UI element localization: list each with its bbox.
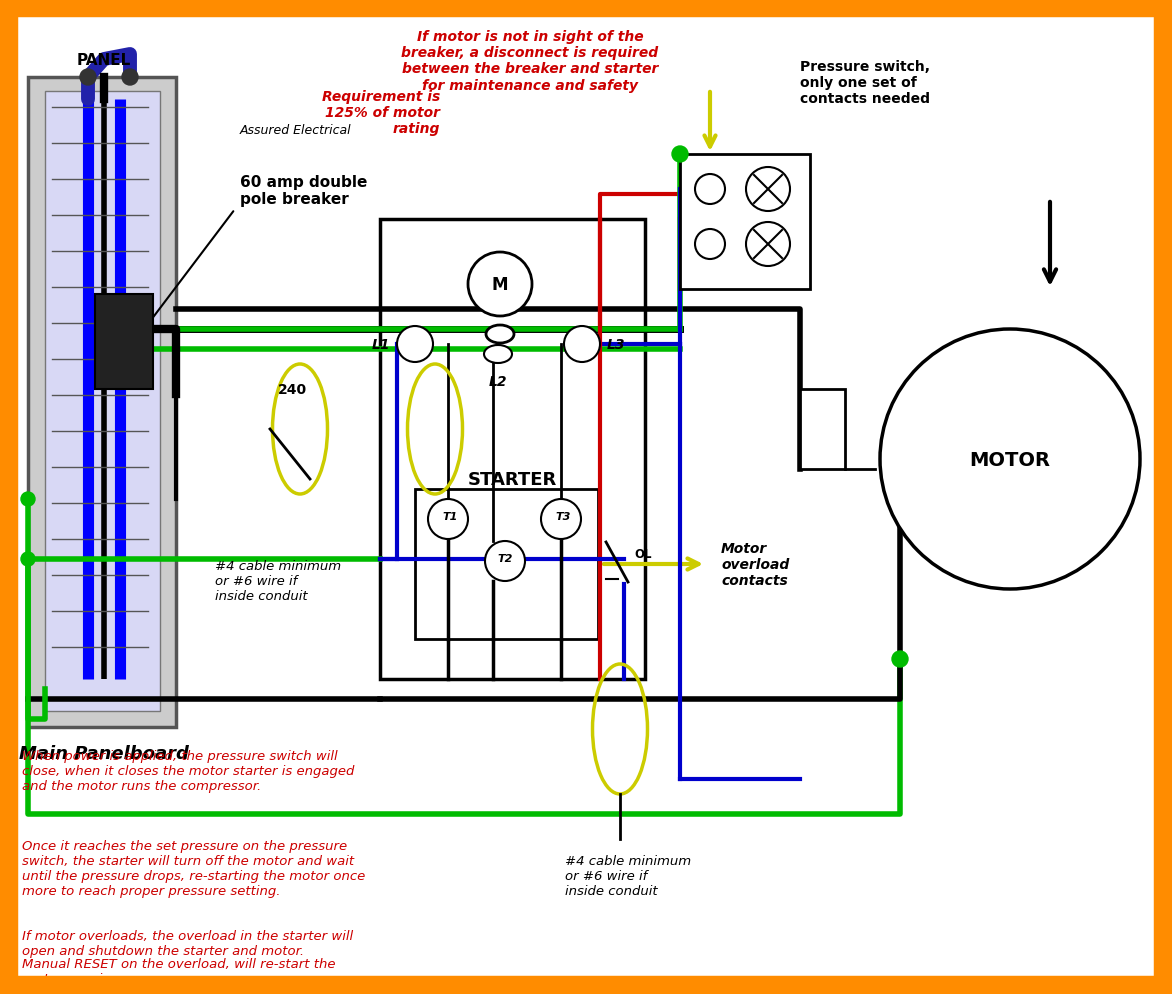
Text: T2: T2 — [497, 554, 512, 564]
Circle shape — [695, 175, 725, 205]
Circle shape — [21, 553, 35, 567]
Text: L1: L1 — [372, 338, 390, 352]
Text: Motor
overload
contacts: Motor overload contacts — [721, 542, 789, 587]
Circle shape — [21, 492, 35, 507]
Text: T3: T3 — [556, 512, 571, 522]
Circle shape — [80, 70, 96, 85]
Ellipse shape — [486, 326, 515, 344]
Text: M: M — [492, 275, 509, 293]
FancyBboxPatch shape — [380, 220, 645, 679]
FancyBboxPatch shape — [800, 390, 845, 469]
Circle shape — [485, 542, 525, 581]
FancyBboxPatch shape — [28, 78, 176, 728]
Text: When power is applied, the pressure switch will
close, when it closes the motor : When power is applied, the pressure swit… — [22, 749, 354, 792]
Text: T1: T1 — [442, 512, 458, 522]
Text: Manual RESET on the overload, will re-start the
system again.: Manual RESET on the overload, will re-st… — [22, 957, 335, 985]
Circle shape — [880, 330, 1140, 589]
Text: If motor overloads, the overload in the starter will
open and shutdown the start: If motor overloads, the overload in the … — [22, 929, 353, 957]
Circle shape — [672, 147, 688, 163]
Circle shape — [122, 70, 138, 85]
FancyBboxPatch shape — [95, 294, 154, 390]
Text: MOTOR: MOTOR — [969, 450, 1050, 469]
FancyBboxPatch shape — [415, 489, 598, 639]
Text: L3: L3 — [607, 338, 626, 352]
Text: L2: L2 — [489, 375, 507, 389]
Circle shape — [747, 168, 790, 212]
Text: Main Panelboard: Main Panelboard — [19, 745, 189, 762]
Circle shape — [397, 327, 432, 363]
Circle shape — [564, 327, 600, 363]
Circle shape — [428, 500, 468, 540]
FancyBboxPatch shape — [680, 155, 810, 289]
Text: Once it reaches the set pressure on the pressure
switch, the starter will turn o: Once it reaches the set pressure on the … — [22, 839, 366, 898]
Circle shape — [541, 500, 581, 540]
Text: If motor is not in sight of the
breaker, a disconnect is required
between the br: If motor is not in sight of the breaker,… — [402, 30, 659, 92]
Text: Requirement is
125% of motor
rating: Requirement is 125% of motor rating — [322, 89, 440, 136]
Circle shape — [695, 230, 725, 259]
Text: STARTER: STARTER — [468, 470, 557, 488]
Text: #4 cable minimum
or #6 wire if
inside conduit: #4 cable minimum or #6 wire if inside co… — [214, 560, 341, 602]
Text: Assured Electrical: Assured Electrical — [240, 123, 352, 136]
Text: 60 amp double
pole breaker: 60 amp double pole breaker — [240, 175, 367, 207]
Circle shape — [468, 252, 532, 317]
Text: OL: OL — [634, 548, 652, 561]
Circle shape — [892, 651, 908, 667]
Text: Pressure switch,
only one set of
contacts needed: Pressure switch, only one set of contact… — [800, 60, 931, 106]
Ellipse shape — [484, 346, 512, 364]
Text: #4 cable minimum
or #6 wire if
inside conduit: #4 cable minimum or #6 wire if inside co… — [565, 854, 691, 898]
Text: PANEL: PANEL — [77, 53, 131, 68]
FancyBboxPatch shape — [45, 91, 161, 712]
Circle shape — [747, 223, 790, 266]
Text: 240: 240 — [278, 383, 307, 397]
